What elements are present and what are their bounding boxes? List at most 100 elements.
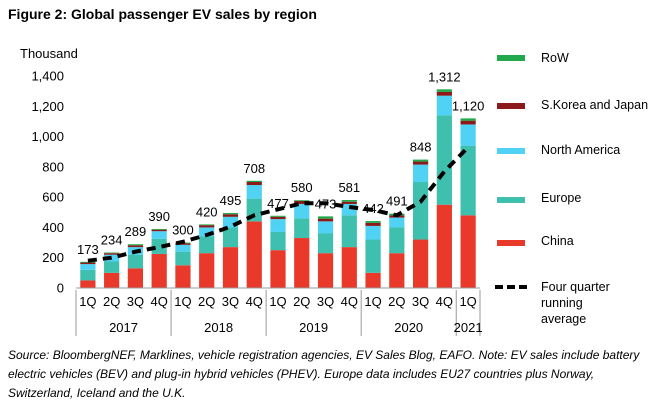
y-tick-label: 400 bbox=[42, 220, 64, 235]
bar-segment-china bbox=[412, 239, 429, 288]
bar-segment-north-america bbox=[341, 203, 357, 216]
bar-segment-europe bbox=[317, 233, 334, 254]
running-average-line bbox=[87, 145, 470, 263]
bar-segment-china bbox=[104, 272, 120, 288]
bar-total-label: 289 bbox=[125, 224, 147, 239]
legend-label-north-america: North America bbox=[541, 143, 621, 157]
bar-segment-europe bbox=[436, 115, 452, 205]
bar-segment-europe bbox=[460, 145, 476, 216]
bar-segment-row bbox=[460, 118, 476, 121]
legend-swatch-china bbox=[497, 240, 525, 246]
legend-label-europe: Europe bbox=[541, 191, 582, 205]
bar-segment-china bbox=[341, 247, 357, 288]
bar-total-label: 173 bbox=[77, 242, 99, 257]
year-label: 2018 bbox=[204, 320, 233, 335]
bar-segment-china bbox=[199, 253, 215, 288]
x-tick-label: 2Q bbox=[388, 294, 405, 309]
legend-label-china: China bbox=[541, 234, 574, 248]
y-tick-label: 200 bbox=[42, 250, 64, 265]
bar-segment-s-korea-and-japan bbox=[412, 161, 429, 165]
x-tick-label: 3Q bbox=[317, 294, 334, 309]
bar-segment-north-america bbox=[175, 244, 191, 252]
bar-segment-row bbox=[199, 224, 215, 226]
bar-segment-europe bbox=[270, 231, 286, 251]
bar-segment-china bbox=[460, 215, 476, 288]
bar-segment-north-america bbox=[199, 227, 215, 237]
x-tick-label: 2Q bbox=[293, 294, 310, 309]
bar-segment-north-america bbox=[389, 217, 405, 228]
x-tick-label: 3Q bbox=[127, 294, 144, 309]
bar-segment-s-korea-and-japan bbox=[222, 214, 239, 217]
bar-segment-row bbox=[104, 252, 120, 254]
bar-segment-row bbox=[80, 261, 96, 263]
bar-segment-europe bbox=[104, 261, 120, 273]
bar-total-label: 1,312 bbox=[428, 69, 461, 84]
x-tick-label: 1Q bbox=[364, 294, 381, 309]
legend-swatch-north-america bbox=[497, 148, 525, 154]
bar-segment-europe bbox=[341, 215, 357, 248]
bar-segment-row bbox=[341, 200, 357, 202]
bar-segment-north-america bbox=[222, 216, 239, 228]
y-tick-label: 1,400 bbox=[31, 69, 64, 84]
bar-segment-china bbox=[175, 265, 191, 288]
bar-segment-europe bbox=[222, 227, 239, 248]
bar-segment-europe bbox=[294, 218, 310, 239]
bar-segment-s-korea-and-japan bbox=[436, 91, 452, 96]
bar-segment-north-america bbox=[294, 203, 310, 219]
legend-label-running-average: Four quarter running average bbox=[541, 280, 610, 326]
bar-segment-china bbox=[246, 221, 262, 288]
y-tick-label: 0 bbox=[57, 281, 64, 296]
legend-swatch-running-average bbox=[495, 285, 527, 289]
bar-total-label: 234 bbox=[101, 233, 123, 248]
legend-swatch-europe bbox=[497, 197, 525, 203]
x-tick-label: 4Q bbox=[436, 294, 453, 309]
bar-segment-north-america bbox=[365, 225, 381, 240]
bar-segment-north-america bbox=[317, 221, 334, 234]
year-label: 2017 bbox=[109, 320, 138, 335]
y-axis-unit-label: Thousand bbox=[20, 46, 78, 61]
bar-segment-europe bbox=[412, 182, 429, 240]
bar-segment-europe bbox=[80, 269, 96, 281]
x-tick-label: 1Q bbox=[459, 294, 476, 309]
x-tick-label: 3Q bbox=[412, 294, 429, 309]
year-label: 2019 bbox=[299, 320, 328, 335]
x-tick-label: 4Q bbox=[246, 294, 263, 309]
bar-segment-north-america bbox=[436, 95, 452, 116]
legend-swatch-korea-japan bbox=[497, 103, 525, 109]
bar-segment-north-america bbox=[412, 164, 429, 182]
bar-segment-europe bbox=[389, 227, 405, 254]
bar-segment-s-korea-and-japan bbox=[270, 216, 286, 220]
bar-segment-s-korea-and-japan bbox=[175, 243, 191, 245]
bar-segment-s-korea-and-japan bbox=[127, 245, 144, 248]
bar-total-label: 420 bbox=[196, 204, 218, 219]
bar-segment-row bbox=[412, 159, 429, 162]
bar-segment-china bbox=[222, 247, 239, 288]
bar-segment-north-america bbox=[246, 185, 262, 199]
bar-segment-s-korea-and-japan bbox=[341, 201, 357, 204]
bar-segment-europe bbox=[127, 254, 144, 269]
bar-total-label: 1,120 bbox=[452, 98, 485, 113]
bar-segment-north-america bbox=[80, 264, 96, 270]
legend-label-korea-japan-text: S.Korea and Japan bbox=[541, 98, 649, 112]
bar-total-label: 581 bbox=[338, 180, 360, 195]
bar-segment-china bbox=[127, 268, 144, 288]
bar-total-label: 300 bbox=[172, 223, 194, 238]
x-tick-label: 1Q bbox=[79, 294, 96, 309]
y-tick-label: 800 bbox=[42, 159, 64, 174]
bar-segment-row bbox=[294, 200, 310, 201]
bar-segment-s-korea-and-japan bbox=[246, 182, 262, 186]
bar-segment-s-korea-and-japan bbox=[365, 222, 381, 226]
bar-segment-europe bbox=[151, 238, 167, 254]
y-tick-label: 1,000 bbox=[31, 129, 64, 144]
figure-title: Figure 2: Global passenger EV sales by r… bbox=[8, 6, 317, 22]
bar-segment-china bbox=[436, 204, 452, 288]
year-label: 2021 bbox=[454, 320, 483, 335]
source-note: Source: BloombergNEF, Marklines, vehicle… bbox=[8, 348, 640, 400]
bar-segment-s-korea-and-japan bbox=[80, 262, 96, 265]
bar-total-label: 848 bbox=[410, 140, 432, 155]
bar-total-label: 580 bbox=[291, 180, 313, 195]
bar-total-label: 390 bbox=[148, 209, 170, 224]
x-tick-label: 4Q bbox=[151, 294, 168, 309]
bar-segment-china bbox=[317, 253, 334, 288]
bar-total-label: 708 bbox=[243, 161, 265, 176]
